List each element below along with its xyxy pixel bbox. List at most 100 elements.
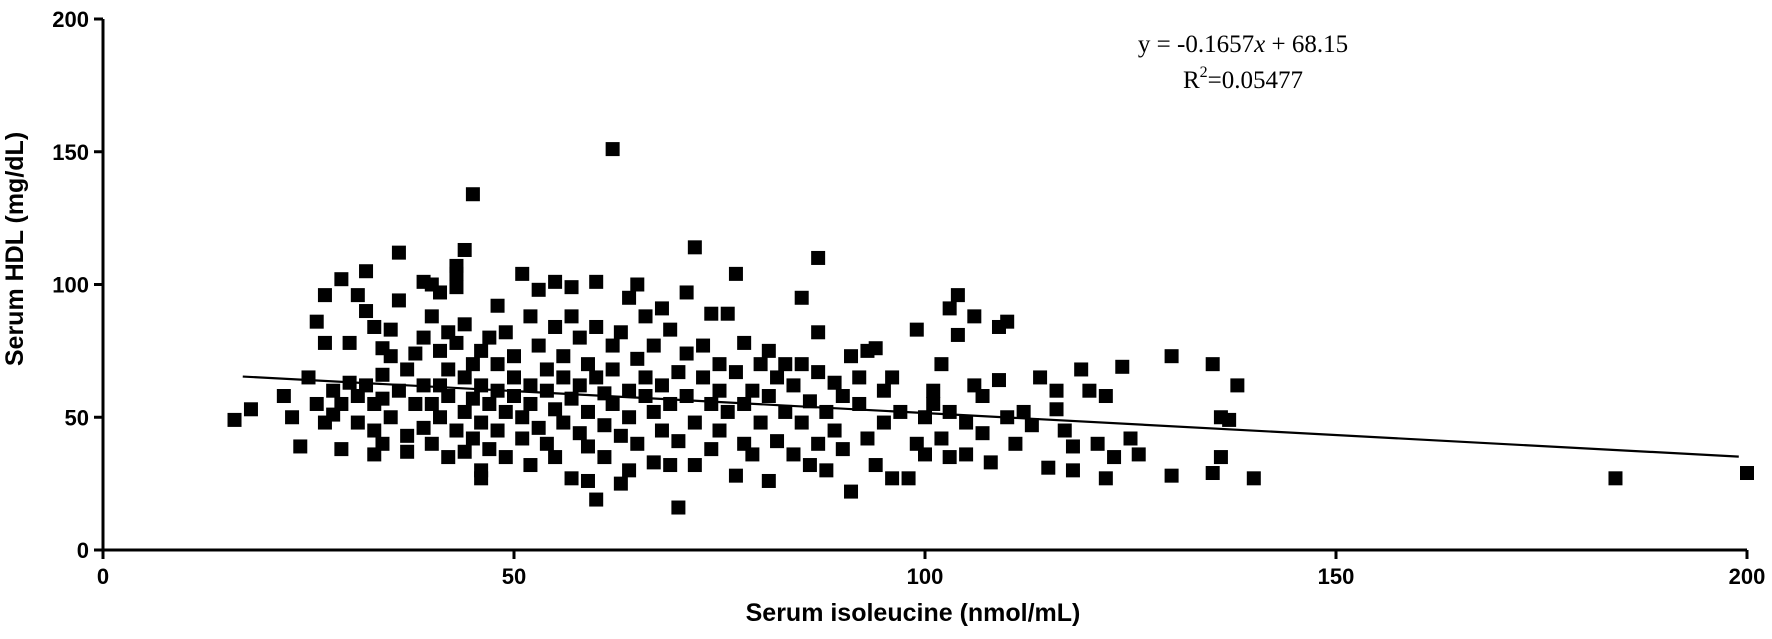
- data-point: [317, 288, 332, 303]
- data-point: [778, 357, 793, 372]
- data-point: [531, 420, 546, 435]
- y-tick-label: 100: [52, 273, 89, 298]
- data-point: [589, 319, 604, 334]
- data-point: [383, 349, 398, 364]
- data-point: [671, 434, 686, 449]
- data-point: [350, 415, 365, 430]
- data-point: [1024, 418, 1039, 433]
- data-point: [523, 309, 538, 324]
- data-point: [408, 346, 423, 361]
- data-point: [449, 423, 464, 438]
- data-point: [465, 357, 480, 372]
- equation-prefix: y = -0.1657: [1138, 31, 1254, 58]
- data-point: [671, 500, 686, 515]
- data-point: [285, 410, 300, 425]
- data-point: [383, 410, 398, 425]
- data-point: [786, 447, 801, 462]
- data-point: [548, 450, 563, 465]
- x-axis-title: Serum isoleucine (nmol/mL): [746, 599, 1081, 627]
- x-tick-label: 0: [97, 564, 109, 589]
- data-point: [507, 349, 521, 364]
- data-point: [580, 473, 595, 488]
- data-point: [844, 484, 859, 499]
- r2-exponent: 2: [1200, 64, 1208, 81]
- data-point: [350, 389, 365, 404]
- data-point: [679, 285, 694, 300]
- data-point: [391, 293, 406, 308]
- data-point: [1065, 439, 1080, 454]
- data-point: [326, 383, 341, 398]
- data-point: [605, 362, 620, 377]
- data-point: [696, 370, 711, 385]
- data-point: [737, 436, 752, 451]
- data-point: [548, 402, 563, 417]
- data-point: [622, 383, 637, 398]
- data-point: [391, 383, 406, 398]
- data-point: [498, 325, 513, 340]
- data-point: [293, 439, 308, 454]
- data-point: [424, 309, 439, 324]
- data-point: [967, 309, 982, 324]
- data-point: [572, 330, 587, 345]
- data-point: [391, 245, 406, 260]
- data-point: [811, 250, 826, 265]
- data-point: [1230, 378, 1245, 393]
- data-point: [1057, 423, 1072, 438]
- data-point: [926, 383, 941, 398]
- data-point: [441, 325, 456, 340]
- data-point: [802, 394, 817, 409]
- data-point: [876, 415, 891, 430]
- data-point: [1082, 383, 1097, 398]
- data-point: [597, 450, 612, 465]
- data-point: [770, 370, 785, 385]
- data-point: [523, 396, 538, 411]
- data-point: [728, 365, 743, 380]
- data-point: [1065, 463, 1080, 478]
- data-point: [663, 458, 678, 473]
- data-point: [515, 266, 530, 281]
- data-point: [359, 264, 374, 279]
- data-point: [663, 322, 678, 337]
- data-point: [1033, 370, 1048, 385]
- data-point: [885, 370, 900, 385]
- data-point: [975, 389, 990, 404]
- data-point: [375, 436, 390, 451]
- data-point: [408, 396, 423, 411]
- data-point: [811, 365, 826, 380]
- data-point: [367, 447, 382, 462]
- data-point: [457, 444, 472, 459]
- data-point: [909, 436, 924, 451]
- data-point: [630, 277, 645, 292]
- data-point: [589, 370, 604, 385]
- data-point: [696, 338, 711, 353]
- x-tick-label: 150: [1318, 564, 1355, 589]
- data-point: [1016, 404, 1031, 419]
- data-point: [728, 468, 743, 483]
- data-point: [950, 327, 965, 342]
- data-point: [1074, 362, 1089, 377]
- data-point: [383, 322, 398, 337]
- data-point: [868, 341, 883, 356]
- data-point: [827, 375, 842, 390]
- data-point: [901, 471, 916, 486]
- data-point: [474, 463, 489, 478]
- data-point: [580, 404, 595, 419]
- data-point: [449, 335, 464, 350]
- data-point: [942, 450, 957, 465]
- data-point: [572, 426, 587, 441]
- data-point: [622, 410, 637, 425]
- data-point: [449, 258, 464, 273]
- data-point: [638, 389, 653, 404]
- data-point: [301, 370, 316, 385]
- data-point: [498, 450, 513, 465]
- data-point: [416, 330, 431, 345]
- data-point: [375, 391, 390, 406]
- ticks-layer: 0 50 100 150 200 0 50 100 150 200: [52, 7, 1765, 589]
- data-point: [441, 450, 456, 465]
- data-point: [728, 266, 743, 281]
- y-axis-title: Serum HDL (mg/dL): [1, 132, 29, 366]
- data-point: [959, 415, 974, 430]
- data-point: [449, 280, 464, 295]
- data-point: [950, 288, 965, 303]
